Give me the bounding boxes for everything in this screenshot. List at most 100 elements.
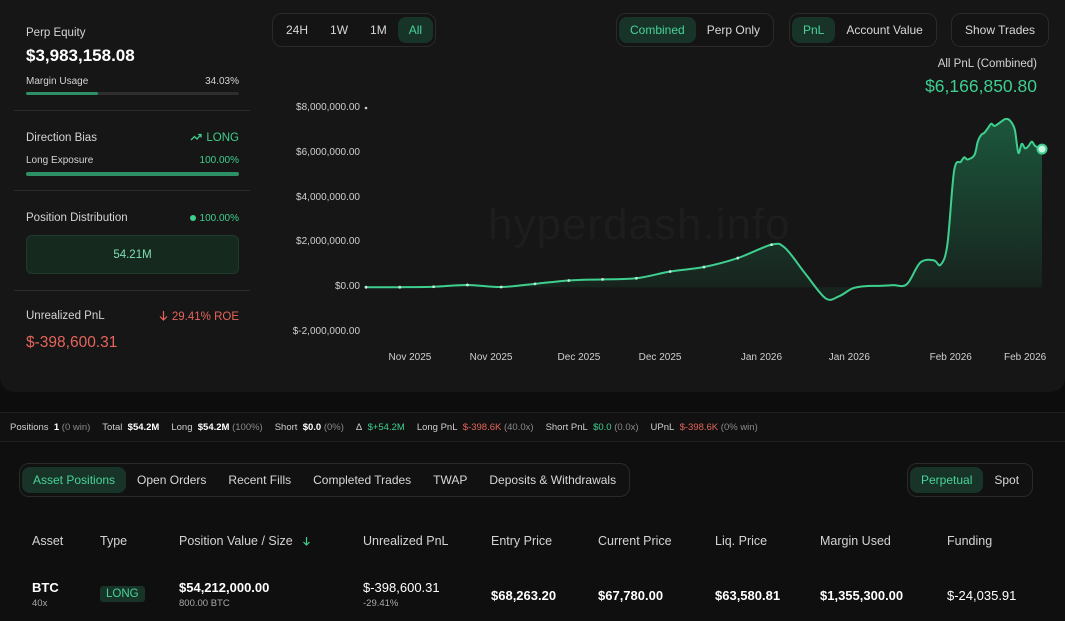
show-trades-button[interactable]: Show Trades: [951, 13, 1050, 47]
unrealized-pnl-label: Unrealized PnL: [26, 310, 105, 322]
data-point: [601, 277, 604, 281]
current-value-marker[interactable]: [1036, 143, 1048, 155]
pnl-chart[interactable]: hyperdash.info $8,000,000.00 $6,000,000.0…: [270, 90, 1055, 380]
tab-deposits-withdrawals[interactable]: Deposits & Withdrawals: [489, 473, 617, 487]
data-point: [567, 279, 571, 282]
stat-note: (40.0x): [503, 421, 534, 433]
margin-usage-fill: [26, 92, 99, 95]
stat-label: UPnL: [650, 421, 675, 433]
show-trades-label: Show Trades: [965, 23, 1036, 37]
position-distribution-bar[interactable]: 54.21M: [26, 235, 239, 274]
tab-recent-fills[interactable]: Recent Fills: [228, 473, 292, 487]
data-point: [364, 285, 368, 289]
y-tick-label: $4,000,000.00: [296, 191, 360, 203]
x-tick-label: Nov 2025: [469, 352, 513, 363]
divider: [14, 190, 250, 191]
data-point: [533, 282, 537, 286]
col-asset[interactable]: Asset: [32, 534, 64, 548]
mode-perp-only[interactable]: Perp Only: [706, 23, 761, 37]
positions-tabs: Asset Positions Open Orders Recent Fills Co…: [19, 463, 631, 497]
current-price: $67,780.00: [598, 588, 664, 603]
x-tick-label: Dec 2025: [557, 352, 601, 363]
long-exposure-bar: [26, 172, 239, 176]
asset-symbol[interactable]: BTC: [32, 580, 59, 595]
summary-panel: Perp Equity $3,983,158.08 Margin Usage 3…: [0, 0, 252, 392]
position-value: $54,212,000.00: [179, 580, 270, 595]
perp-equity-label: Perp Equity: [26, 27, 86, 39]
x-tick-label: Dec 2025: [638, 352, 682, 363]
tab-twap[interactable]: TWAP: [433, 473, 468, 487]
col-margin-used[interactable]: Margin Used: [820, 534, 891, 548]
metric-account-value[interactable]: Account Value: [846, 23, 923, 37]
position-size: 800.00 BTC: [179, 598, 230, 609]
tab-asset-positions[interactable]: Asset Positions: [22, 467, 127, 493]
stat-label: Long PnL: [416, 421, 458, 433]
col-position-value[interactable]: Position Value / Size: [179, 534, 311, 548]
stat-label: Δ: [355, 421, 363, 433]
chart-plot: [364, 106, 1048, 301]
timeframe-1m[interactable]: 1M: [370, 23, 387, 37]
mode-combined[interactable]: Combined: [619, 17, 696, 43]
stat-value: $-398.6K: [462, 421, 502, 433]
mode-toggle: Combined Perp Only: [616, 13, 775, 47]
stat-label: Positions: [10, 421, 49, 433]
data-point: [398, 285, 402, 289]
overview-card: Perp Equity $3,983,158.08 Margin Usage 3…: [0, 0, 1055, 392]
y-tick-label: $2,000,000.00: [296, 236, 360, 248]
unrealized-pnl-value: $-398,600.31: [26, 334, 118, 351]
col-unrealized-pnl[interactable]: Unrealized PnL: [363, 534, 449, 548]
watermark: hyperdash.info: [488, 200, 791, 249]
stat-note: (100%): [232, 421, 263, 433]
x-tick-label: Feb 2026: [929, 352, 972, 363]
direction-bias-label: Direction Bias: [26, 132, 97, 144]
stat-note: (0 win): [61, 421, 91, 433]
unrealized-pnl-roe: 29.41% ROE: [171, 311, 239, 323]
data-point: [668, 270, 672, 273]
direction-bias: LONG: [26, 132, 239, 144]
tab-completed-trades[interactable]: Completed Trades: [313, 473, 412, 487]
unrealized-pnl: $-398,600.31: [363, 580, 440, 595]
stat-upnl: UPnL $-398.6K (0% win): [651, 422, 758, 433]
long-exposure-label: Long Exposure: [26, 155, 94, 166]
tab-open-orders[interactable]: Open Orders: [137, 473, 207, 487]
position-distribution-amount: 54.21M: [113, 248, 152, 261]
long-exposure-fill: [26, 172, 239, 176]
stat-value: $+54.2M: [367, 421, 405, 433]
stat-delta: Δ $+54.2M: [356, 422, 405, 433]
stat-label: Short PnL: [545, 421, 588, 433]
margin-usage-value: 34.03%: [205, 76, 239, 87]
stat-note: (0%): [323, 421, 344, 433]
col-entry-price[interactable]: Entry Price: [491, 534, 553, 548]
timeframe-all[interactable]: All: [397, 17, 434, 43]
margin-usage-label: Margin Usage: [26, 76, 89, 87]
unrealized-pnl-roe-wrap: 29.41% ROE: [26, 310, 239, 323]
stat-positions: Positions 1 (0 win): [10, 422, 90, 433]
col-funding[interactable]: Funding: [947, 534, 993, 548]
stat-value: $-398.6K: [679, 421, 719, 433]
trending-up-icon: [190, 133, 203, 141]
entry-price: $68,263.20: [491, 588, 557, 603]
arrow-down-icon: [159, 311, 168, 321]
sort-desc-icon: [303, 537, 311, 546]
stat-note: (0.0x): [614, 421, 639, 433]
position-distribution-value: 100.00%: [199, 213, 239, 224]
long-exposure-value: 100.00%: [199, 155, 239, 166]
divider: [14, 110, 250, 111]
col-type[interactable]: Type: [100, 534, 128, 548]
timeframe-1w[interactable]: 1W: [330, 23, 349, 37]
stat-total: Total $54.2M: [102, 422, 159, 433]
margin-used: $1,355,300.00: [820, 588, 904, 603]
market-tab-spot[interactable]: Spot: [994, 473, 1020, 487]
position-distribution-legend: 100.00%: [26, 213, 239, 224]
col-liq-price[interactable]: Liq. Price: [715, 534, 768, 548]
data-point: [499, 285, 503, 289]
funding: $-24,035.91: [947, 588, 1017, 603]
y-tick-label: $6,000,000.00: [296, 146, 360, 158]
market-tab-perpetual[interactable]: Perpetual: [910, 467, 984, 493]
timeframe-24h[interactable]: 24H: [286, 23, 309, 37]
stat-long-pnl: Long PnL $-398.6K (40.0x): [417, 422, 534, 433]
metric-pnl[interactable]: PnL: [792, 17, 836, 43]
legend-dot-icon: [189, 215, 196, 221]
stat-label: Short: [274, 421, 298, 433]
col-current-price[interactable]: Current Price: [598, 534, 672, 548]
